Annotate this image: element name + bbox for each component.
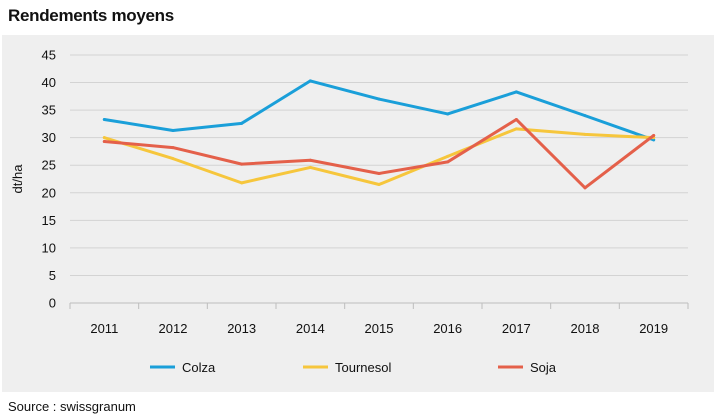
y-tick-label-15: 15: [42, 213, 56, 228]
x-tick-label-2018: 2018: [571, 321, 600, 336]
data-point-soja-2016: [446, 160, 450, 164]
data-point-soja-2013: [240, 162, 244, 166]
y-tick-label-5: 5: [49, 268, 56, 283]
x-tick-label-2014: 2014: [296, 321, 325, 336]
y-tick-label-0: 0: [49, 296, 56, 311]
x-tick-label-2011: 2011: [90, 321, 118, 336]
data-point-soja-2017: [514, 117, 518, 121]
data-point-soja-2012: [171, 146, 175, 150]
x-tick-label-2013: 2013: [227, 321, 256, 336]
data-point-colza-2015: [377, 97, 381, 101]
source-note: Source : swissgranum: [8, 399, 136, 414]
data-point-tournesol-2012: [171, 157, 175, 161]
y-tick-label-30: 30: [42, 130, 56, 145]
data-point-soja-2018: [583, 186, 587, 190]
data-point-colza-2018: [583, 114, 587, 118]
data-point-colza-2017: [514, 90, 518, 94]
y-tick-label-40: 40: [42, 75, 56, 90]
data-point-colza-2012: [171, 129, 175, 133]
legend-label-colza: Colza: [182, 360, 216, 375]
data-point-tournesol-2016: [446, 154, 450, 158]
data-point-colza-2016: [446, 112, 450, 116]
x-tick-label-2019: 2019: [639, 321, 668, 336]
y-tick-label-20: 20: [42, 185, 56, 200]
data-point-tournesol-2015: [377, 183, 381, 187]
legend-label-tournesol: Tournesol: [335, 360, 391, 375]
data-point-tournesol-2011: [102, 136, 106, 140]
data-point-soja-2019: [652, 133, 656, 137]
legend-label-soja: Soja: [530, 360, 557, 375]
y-tick-label-25: 25: [42, 158, 56, 173]
data-point-tournesol-2017: [514, 127, 518, 131]
data-point-soja-2011: [102, 140, 106, 144]
chart-title: Rendements moyens: [8, 6, 174, 25]
x-tick-label-2015: 2015: [365, 321, 394, 336]
x-tick-label-2012: 2012: [159, 321, 188, 336]
y-tick-label-10: 10: [42, 240, 56, 255]
data-point-colza-2013: [240, 121, 244, 125]
data-point-tournesol-2014: [308, 165, 312, 169]
x-tick-label-2016: 2016: [433, 321, 462, 336]
data-point-tournesol-2013: [240, 181, 244, 185]
data-point-soja-2014: [308, 158, 312, 162]
y-tick-label-35: 35: [42, 103, 56, 118]
y-axis-label: dt/ha: [10, 164, 25, 194]
x-tick-label-2017: 2017: [502, 321, 531, 336]
data-point-colza-2011: [102, 117, 106, 121]
data-point-tournesol-2018: [583, 132, 587, 136]
y-tick-label-45: 45: [42, 48, 56, 63]
data-point-colza-2014: [308, 79, 312, 83]
data-point-soja-2015: [377, 171, 381, 175]
